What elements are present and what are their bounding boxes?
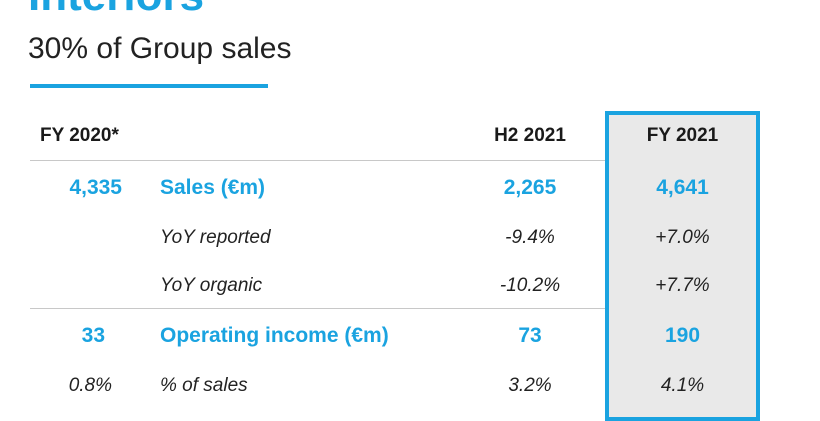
percent-of-sales-label: % of sales — [160, 375, 248, 396]
header-fy2021: FY 2021 — [646, 125, 719, 146]
yoy-organic-label: YoY organic — [160, 275, 263, 296]
yoy-reported-h2-value: -9.4% — [505, 227, 555, 248]
yoy-organic-h2-value: -10.2% — [499, 275, 561, 296]
percent-of-sales-fy2020-value: 0.8% — [68, 375, 112, 396]
operating-income-label: Operating income (€m) — [160, 324, 389, 347]
page-title: Interiors — [28, 0, 204, 18]
sales-label: Sales (€m) — [160, 176, 266, 199]
operating-income-fy2020-value: 33 — [81, 324, 105, 347]
header-h2-2021: H2 2021 — [494, 125, 566, 146]
operating-income-h2-value: 73 — [518, 324, 542, 347]
header-fy2020: FY 2020* — [40, 125, 119, 146]
accent-rule — [30, 84, 268, 88]
table-divider — [30, 308, 605, 309]
sales-fy2020-value: 4,335 — [69, 176, 122, 199]
percent-of-sales-h2-value: 3.2% — [508, 375, 552, 396]
sales-h2-value: 2,265 — [503, 176, 557, 199]
page-subtitle: 30% of Group sales — [28, 32, 292, 65]
yoy-organic-fy2021-value: +7.7% — [655, 275, 710, 296]
yoy-reported-fy2021-value: +7.0% — [655, 227, 710, 248]
table-divider — [30, 160, 605, 161]
operating-income-fy2021-value: 190 — [664, 324, 701, 347]
yoy-reported-label: YoY reported — [160, 227, 271, 248]
percent-of-sales-fy2021-value: 4.1% — [660, 375, 705, 396]
fy2021-highlight-panel — [605, 111, 760, 421]
sales-fy2021-value: 4,641 — [656, 176, 709, 199]
